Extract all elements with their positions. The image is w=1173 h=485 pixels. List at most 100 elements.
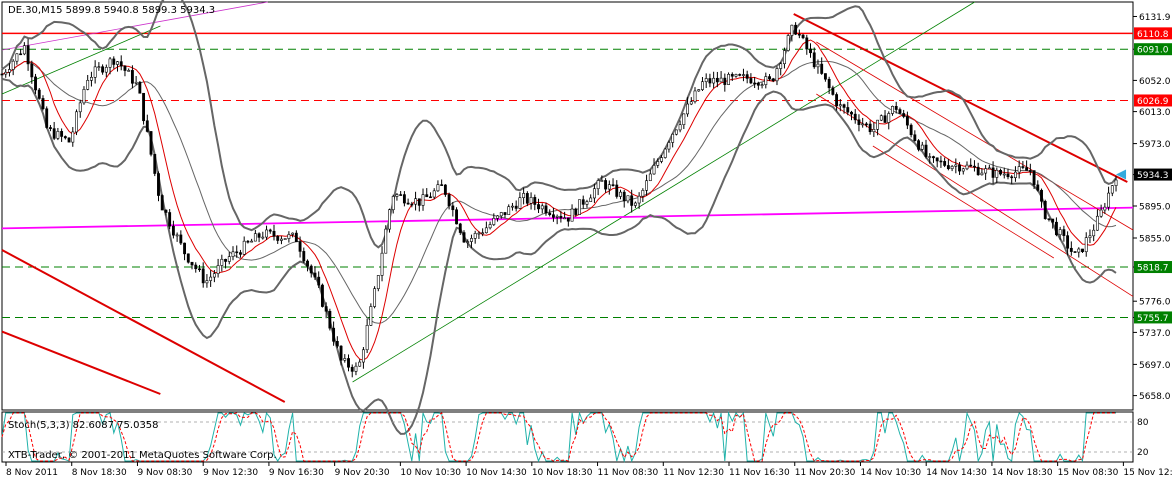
candle-body [771, 78, 775, 82]
candle-body [171, 225, 175, 236]
candle-body [205, 280, 209, 284]
candle-body [101, 66, 105, 73]
bollinger-middle-band [1, 60, 1117, 324]
candle-body [186, 253, 190, 263]
candle-body [641, 190, 645, 197]
stoch-title: Stoch(5,3,3) 82.6087 75.0358 [8, 420, 159, 431]
candle-body [34, 76, 37, 91]
candle-body [343, 358, 347, 361]
candle-body [578, 199, 581, 215]
price-tick-label: 5855.0 [1139, 235, 1171, 245]
candle-body [902, 113, 906, 117]
candle-body [1040, 189, 1043, 202]
watermark: XTB-Trader, © 2001-2011 MetaQuotes Softw… [8, 450, 277, 461]
candle-body [380, 252, 384, 276]
candle-body [823, 73, 827, 80]
candle-body [302, 251, 306, 262]
candle-body [324, 306, 328, 312]
candle-body [704, 78, 708, 83]
candle-body [142, 92, 146, 122]
candle-body [946, 165, 950, 170]
level-label-box [1134, 261, 1172, 274]
candle-body [950, 166, 954, 170]
candle-body [883, 115, 887, 123]
price-tick-label: 5973.0 [1139, 140, 1171, 150]
uptrend-line [352, 1, 975, 383]
candle-body [835, 94, 839, 107]
candle-body [335, 341, 339, 347]
candle-body [853, 113, 857, 121]
time-tick-label: 11 Nov 12:30 [663, 468, 724, 478]
candle-body [261, 236, 265, 239]
candle-body [958, 164, 961, 172]
candle-body [1014, 171, 1017, 178]
candle-body [1095, 215, 1099, 231]
candle-body [227, 256, 231, 262]
red-channel-mid [872, 145, 1055, 259]
candle-body [745, 74, 749, 79]
level-label-box [1134, 27, 1172, 40]
price-tick-label: 6052.0 [1139, 77, 1171, 87]
candle-body [667, 142, 671, 150]
candle-body [816, 63, 820, 68]
time-tick-label: 15 Nov 08:30 [1058, 468, 1119, 478]
candle-body [1036, 184, 1040, 191]
candle-body [954, 164, 958, 167]
candle-body [738, 74, 742, 76]
candle-body [723, 77, 727, 85]
candle-body [660, 157, 663, 162]
candle-body [470, 238, 473, 242]
candle-body [1043, 200, 1047, 219]
candle-body [973, 165, 976, 168]
candle-body [756, 82, 760, 86]
candle-body [887, 113, 891, 123]
time-tick-label: 11 Nov 20:30 [795, 468, 856, 478]
candle-body [440, 184, 444, 186]
uptrend-line-early [1, 25, 161, 95]
candle-body [1028, 170, 1032, 172]
candle-body [615, 184, 619, 197]
candle-body [104, 67, 108, 73]
time-tick-label: 11 Nov 08:30 [598, 468, 659, 478]
candle-body [1002, 173, 1006, 176]
candle-body [991, 167, 995, 178]
candle-body [164, 209, 168, 213]
candle-body [1084, 237, 1088, 253]
candle-body [861, 123, 865, 126]
candle-body [488, 224, 492, 229]
candle-body [1081, 248, 1084, 253]
candle-body [1021, 166, 1025, 168]
candle-body [231, 251, 235, 257]
candle-body [939, 160, 943, 163]
candle-body [730, 74, 734, 77]
candle-body [566, 217, 570, 222]
candle-body [656, 161, 660, 166]
candle-body [1054, 221, 1058, 236]
candle-body [399, 194, 403, 196]
candle-body [443, 184, 447, 195]
level-label-box [1134, 94, 1172, 107]
candle-body [432, 190, 436, 198]
candle-body [294, 232, 298, 243]
candle-body [168, 212, 172, 227]
time-tick-label: 9 Nov 12:30 [203, 468, 258, 478]
candle-body [455, 209, 458, 225]
candle-body [198, 268, 201, 271]
candle-body [272, 230, 276, 237]
candle-body [928, 156, 932, 158]
candle-body [209, 276, 213, 281]
candle-body [671, 133, 675, 143]
candle-body [563, 217, 567, 220]
time-tick-label: 9 Nov 08:30 [137, 468, 192, 478]
candle-body [898, 109, 902, 114]
candle-body [585, 201, 589, 205]
candle-body [130, 70, 134, 84]
candle-body [97, 66, 101, 69]
candle-body [320, 284, 324, 307]
candle-body [421, 194, 425, 206]
candle-body [682, 113, 686, 125]
candle-body [727, 74, 730, 85]
current-price-marker [1116, 169, 1127, 180]
candle-body [339, 345, 343, 361]
candle-body [1051, 218, 1055, 223]
